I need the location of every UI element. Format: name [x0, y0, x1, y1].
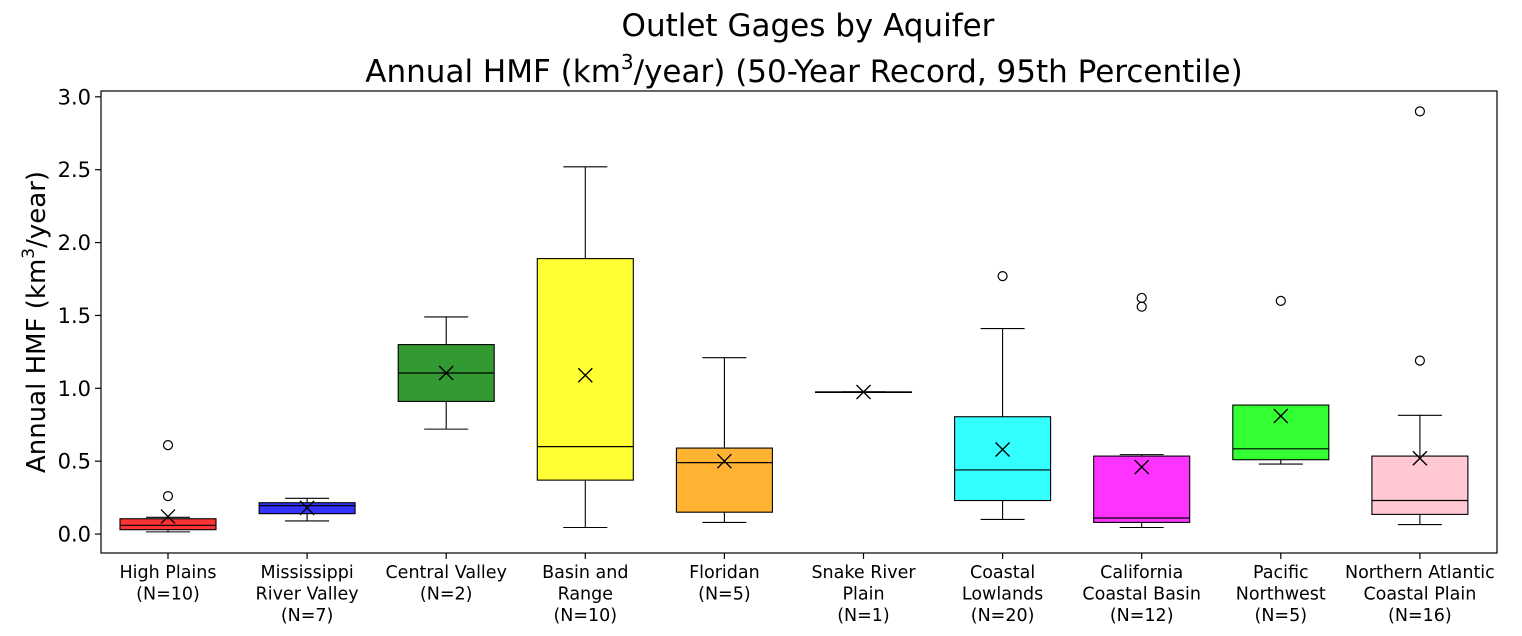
outlier-high-plains: [162, 491, 174, 502]
box-basin-and-range: [536, 258, 634, 481]
outlier-pacific-northwest: [1275, 295, 1286, 306]
box-coastal-lowlands: [954, 416, 1052, 502]
box-high-plains: [119, 518, 217, 531]
x-tick-label-floridan: Floridan (N=5): [689, 563, 760, 605]
outlier-california-coastal-basin: [1136, 301, 1147, 312]
outlier-coastal-lowlands: [997, 270, 1008, 282]
ylabel-sup: 3: [19, 248, 39, 259]
y-tick-label: 2.5: [58, 158, 91, 182]
y-tick-label: 0.0: [58, 523, 91, 547]
mean-marker-central-valley: [438, 365, 454, 381]
box-floridan: [675, 447, 773, 513]
mean-marker-northern-atlantic-coastal-plain: [1412, 450, 1428, 466]
x-tick-label-northern-atlantic-coastal-plain: Northern Atlantic Coastal Plain (N=16): [1345, 563, 1495, 626]
x-tick-label-pacific-northwest: Pacific Northwest (N=5): [1236, 563, 1326, 626]
ylabel-post: /year): [22, 171, 52, 248]
y-tick-label: 2.0: [58, 231, 91, 255]
y-tick-label: 3.0: [58, 85, 91, 109]
mean-marker-high-plains: [160, 509, 176, 525]
title2-pre: Annual HMF (km: [365, 54, 621, 90]
y-axis-label: Annual HMF (km3/year): [19, 171, 52, 473]
x-tick-label-coastal-lowlands: Coastal Lowlands (N=20): [962, 563, 1043, 626]
ylabel-pre: Annual HMF (km: [22, 259, 52, 473]
mean-marker-california-coastal-basin: [1134, 459, 1150, 475]
mean-marker-mississippi-river-valley: [299, 500, 315, 516]
y-tick-label: 1.0: [58, 377, 91, 401]
mean-marker-coastal-lowlands: [995, 442, 1011, 458]
x-tick-label-mississippi-river-valley: Mississippi River Valley (N=7): [256, 563, 359, 626]
x-tick-label-snake-river-plain: Snake River Plain (N=1): [811, 563, 916, 626]
mean-marker-basin-and-range: [577, 367, 593, 383]
axes-frame: [100, 90, 1498, 554]
box-pacific-northwest: [1232, 404, 1330, 461]
mean-marker-pacific-northwest: [1273, 408, 1289, 424]
chart-title-line1: Outlet Gages by Aquifer: [622, 8, 995, 44]
mean-marker-floridan: [716, 453, 732, 469]
x-tick-label-high-plains: High Plains (N=10): [120, 563, 217, 605]
outlier-high-plains: [162, 440, 174, 451]
chart-title-line2: Annual HMF (km3/year) (50-Year Record, 9…: [365, 50, 1242, 90]
outlier-northern-atlantic-coastal-plain: [1414, 355, 1426, 366]
title2-sup: 3: [621, 50, 634, 74]
plot-area: 0.0 0.5 1.0 1.5 2.0 2.5 3.0 High Plains (N=10) Mi…: [58, 85, 1498, 626]
box-northern-atlantic-coastal-plain: [1371, 455, 1469, 515]
x-tick-label-california-coastal-basin: California Coastal Basin (N=12): [1082, 563, 1201, 626]
x-tick-label-basin-and-range: Basin and Range (N=10): [542, 563, 628, 626]
outlier-california-coastal-basin: [1136, 292, 1147, 304]
mean-marker-snake-river-plain: [856, 384, 871, 400]
x-tick-label-central-valley: Central Valley (N=2): [385, 563, 506, 605]
y-axis-label-text: Annual HMF (km3/year): [19, 171, 52, 473]
outlier-northern-atlantic-coastal-plain: [1414, 106, 1426, 117]
y-tick-label: 0.5: [58, 450, 91, 474]
y-tick-label: 1.5: [58, 304, 91, 328]
title2-post: /year) (50-Year Record, 95th Percentile): [634, 54, 1243, 90]
